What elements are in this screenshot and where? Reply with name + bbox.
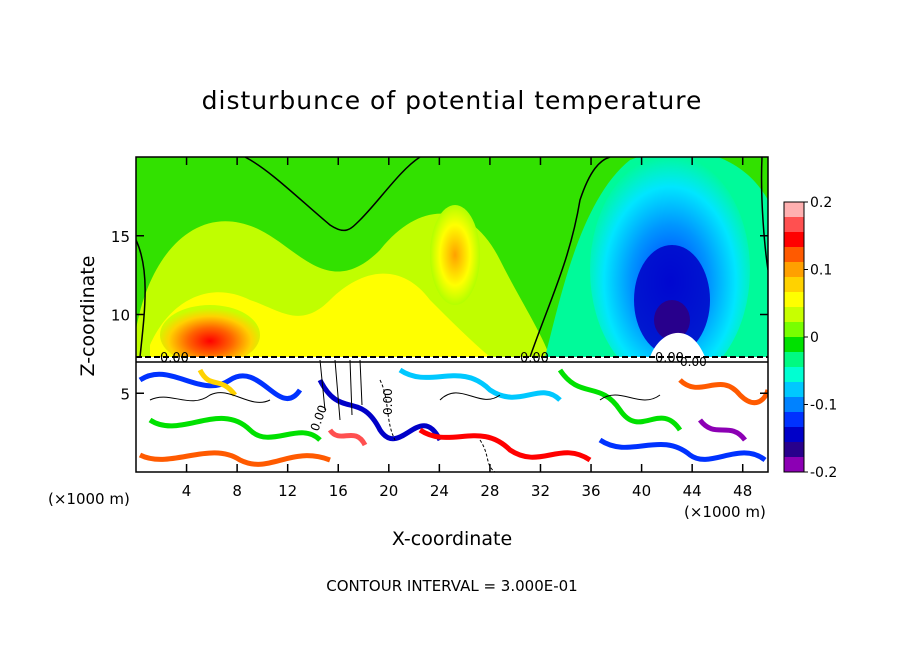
colorbar-swatch — [784, 412, 804, 428]
colorbar-swatch — [784, 247, 804, 263]
upper-contour-line-3 — [136, 239, 146, 358]
x-unit-label-right: (×1000 m) — [684, 503, 766, 521]
warm-anomaly-right — [430, 205, 480, 305]
colorbar: 0.2 0.1 0 -0.1 -0.2 — [783, 195, 837, 481]
contour-label: 0.00 — [655, 351, 684, 366]
colorbar-swatch — [784, 202, 804, 218]
y-axis-ticks: 5 10 15 — [111, 228, 768, 403]
upper-contour-line — [244, 157, 421, 232]
x-tick-label: 36 — [581, 482, 600, 500]
contour-label: 0.00 — [520, 351, 549, 366]
x-tick-label: 32 — [531, 482, 550, 500]
x-tick-label: 16 — [329, 482, 348, 500]
x-tick-label: 44 — [683, 482, 702, 500]
x-axis-ticks: 4 8 12 16 20 24 28 32 36 40 44 48 — [182, 157, 752, 500]
upper-contour-line-4 — [760, 157, 768, 271]
colorbar-swatch — [784, 352, 804, 368]
colorbar-swatch — [784, 322, 804, 338]
x-tick-label: 12 — [278, 482, 297, 500]
chart-title: disturbunce of potential temperature — [201, 86, 703, 115]
cold-anomaly-centre — [654, 300, 690, 340]
y-tick-label: 5 — [120, 385, 130, 403]
x-unit-label-left: (×1000 m) — [48, 490, 130, 508]
colorbar-tick-label: 0.1 — [810, 263, 832, 279]
colorbar-swatch — [784, 397, 804, 413]
colorbar-tick-label: 0.2 — [810, 195, 832, 211]
colorbar-tick-label: 0 — [810, 330, 819, 346]
x-tick-label: 8 — [232, 482, 242, 500]
colorbar-swatch — [784, 232, 804, 248]
colorbar-swatch — [784, 307, 804, 323]
colorbar-swatch — [784, 292, 804, 308]
contour-label: 0.00 — [381, 388, 395, 415]
x-tick-label: 40 — [632, 482, 651, 500]
x-tick-label: 48 — [733, 482, 752, 500]
x-tick-label: 20 — [379, 482, 398, 500]
y-tick-label: 10 — [111, 307, 130, 325]
upper-contour-line-2 — [529, 157, 611, 358]
y-tick-label: 15 — [111, 228, 130, 246]
colorbar-swatch — [784, 457, 804, 473]
contour-label: 0.00 — [160, 351, 189, 366]
colorbar-swatch — [784, 337, 804, 353]
colorbar-swatch — [784, 442, 804, 458]
contour-interval-note: CONTOUR INTERVAL = 3.000E-01 — [326, 577, 578, 595]
contour-label: 0.00 — [680, 355, 707, 369]
x-tick-label: 24 — [430, 482, 449, 500]
colorbar-swatch — [784, 427, 804, 443]
cold-anomaly-cap — [650, 332, 705, 357]
colorbar-swatch — [784, 262, 804, 278]
colorbar-tick-label: -0.1 — [810, 398, 837, 414]
x-axis-label: X-coordinate — [391, 528, 513, 550]
colorbar-swatch — [784, 217, 804, 233]
colorbar-tick-label: -0.2 — [810, 465, 837, 481]
lower-layer-contours — [149, 359, 661, 472]
x-tick-label: 28 — [480, 482, 499, 500]
colorbar-swatch — [784, 367, 804, 383]
colorbar-swatch — [784, 277, 804, 293]
lower-layer-eddies — [138, 367, 768, 467]
x-tick-label: 4 — [182, 482, 192, 500]
warm-anomaly-left — [160, 305, 260, 365]
colorbar-swatch — [784, 382, 804, 398]
